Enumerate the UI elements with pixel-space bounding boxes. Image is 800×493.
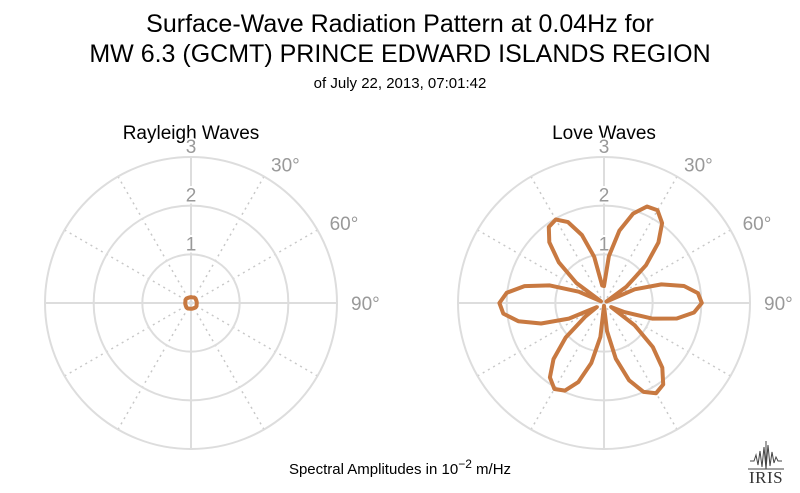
grid-spoke-240 [477,302,605,377]
caption-exponent: −2 [458,457,472,471]
grid-spoke-240 [64,302,192,377]
radial-tick-label: 2 [599,186,610,207]
polar-chart-rayleigh: Rayleigh Waves 1 2 3 30° 60° 90° [44,123,382,450]
grid-spoke-210 [117,302,192,430]
grid-spoke-120 [603,302,731,377]
amplitude-units-caption: Spectral Amplitudes in 10−2 m/Hz [0,452,800,482]
grid-spoke-60 [190,229,318,304]
radial-tick-label: 3 [186,137,197,158]
grid-spoke-330 [117,176,192,304]
grid-spoke-300 [64,229,192,304]
iris-logo-text: IRIS [749,468,783,485]
grid-spoke-150 [603,302,678,430]
grid-spoke-120 [190,302,318,377]
angle-label: 30° [684,155,713,176]
chart-title-line-1: Surface-Wave Radiation Pattern at 0.04Hz… [146,10,654,38]
grid-spoke-60 [603,229,731,304]
angle-label: 60° [330,214,359,235]
grid-spoke-330 [530,176,605,304]
angle-label: 90° [351,294,380,315]
angle-label: 60° [743,214,772,235]
radial-tick-label: 2 [186,186,197,207]
radiation-pattern-line [183,295,199,311]
chart-subtitle: of July 22, 2013, 07:01:42 [313,75,487,92]
grid-spoke-30 [190,176,265,304]
grid-spoke-300 [477,229,605,304]
iris-logo: IRIS [748,441,784,485]
grid-ring-3 [457,156,751,450]
radial-tick-label: 3 [599,137,610,158]
angle-label: 30° [271,155,300,176]
polar-chart-love: Love Waves 1 2 3 30° 60° 90° [457,123,795,450]
grid-spoke-210 [530,302,605,430]
grid-spoke-30 [603,176,678,304]
chart-title-line-2: MW 6.3 (GCMT) PRINCE EDWARD ISLANDS REGI… [89,40,711,68]
radial-tick-label: 1 [599,234,610,255]
radiation-pattern-line [497,204,704,396]
grid-ring-3 [44,156,338,450]
grid-ring-1 [141,253,241,353]
grid-ring-2 [92,204,290,402]
grid-ring-1 [554,253,654,353]
caption-prefix: Spectral Amplitudes in 10 [288,461,459,478]
panel-title: Love Waves [552,123,656,144]
panel-title: Rayleigh Waves [123,123,260,144]
caption-suffix: m/Hz [471,461,512,478]
angle-label: 90° [764,294,793,315]
grid-spoke-150 [190,302,265,430]
radial-tick-label: 1 [186,234,197,255]
